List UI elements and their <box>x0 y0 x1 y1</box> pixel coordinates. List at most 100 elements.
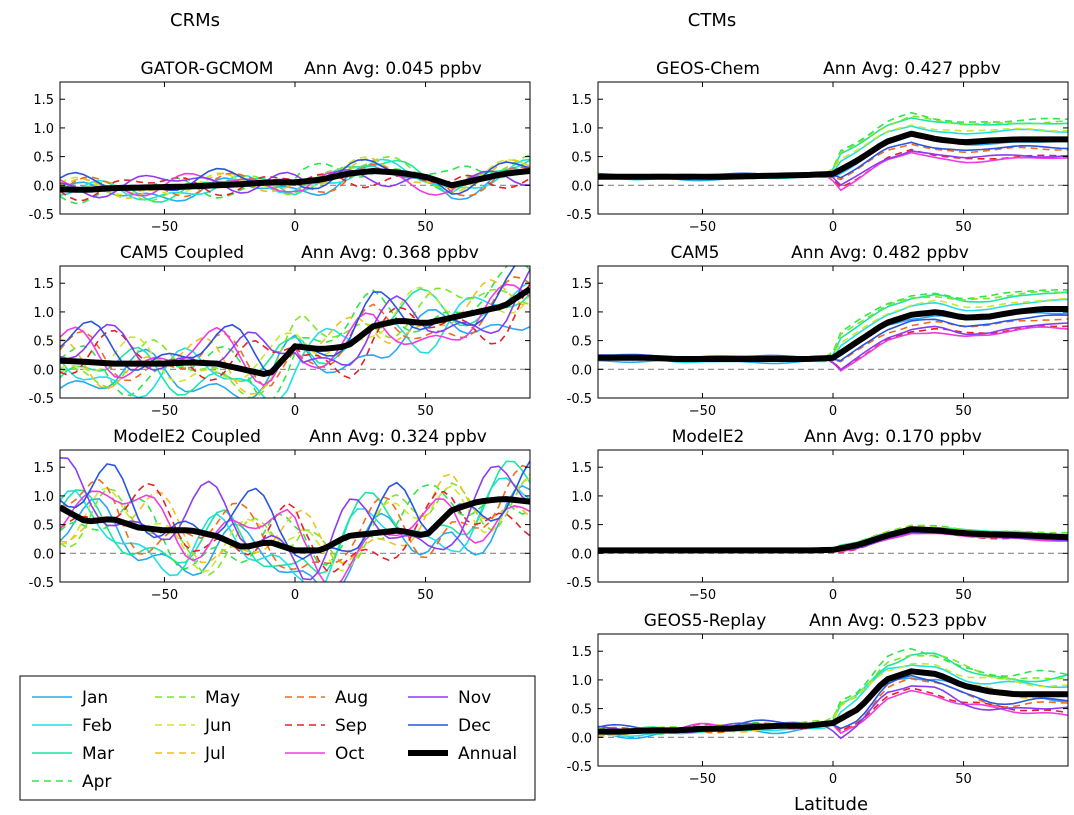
y-tick-label: -0.5 <box>29 392 54 407</box>
y-tick-label: -0.5 <box>29 208 54 223</box>
plot-frame <box>597 449 1069 583</box>
series-lines <box>598 647 1068 740</box>
legend-label-oct: Oct <box>335 744 365 764</box>
x-tick-label: 0 <box>291 220 299 235</box>
series-lines <box>60 154 530 205</box>
y-tick-label: 1.5 <box>571 93 592 108</box>
plot-frame <box>597 633 1069 767</box>
y-tick-label: 1.0 <box>33 122 54 137</box>
y-tick-label: -0.5 <box>567 208 592 223</box>
y-tick-label: 0.0 <box>571 363 592 378</box>
y-tick-label: 0.5 <box>33 519 54 534</box>
series-lines <box>60 266 530 398</box>
x-tick-label: 50 <box>955 588 972 603</box>
y-tick-label: -0.5 <box>567 760 592 775</box>
x-tick-label: −50 <box>689 772 716 787</box>
panel-cam5: CAM5 Ann Avg: 0.482 ppbv -0.5 0.0 0.5 1.0 1.5 −… <box>567 243 1069 419</box>
panel-cam5-coupled: CAM5 Coupled Ann Avg: 0.368 ppbv -0.5 0.0 0.… <box>29 243 531 419</box>
series-lines <box>60 457 530 582</box>
y-tick-label: 1.5 <box>571 277 592 292</box>
series-line-apr <box>60 484 530 570</box>
y-tick-label: 0.0 <box>571 179 592 194</box>
y-tick-label: 0.0 <box>571 547 592 562</box>
series-line-annual <box>598 130 1068 180</box>
legend-label-may: May <box>205 688 240 708</box>
x-tick-label: 0 <box>829 588 837 603</box>
series-line-may <box>598 654 1068 734</box>
legend-label-mar: Mar <box>82 744 114 764</box>
x-tick-label: 50 <box>955 220 972 235</box>
plot-frame <box>59 265 531 399</box>
series-line-may <box>598 290 1068 362</box>
series-lines <box>598 524 1068 554</box>
x-tick-label: 50 <box>417 404 434 419</box>
legend-label-nov: Nov <box>458 688 491 708</box>
legend-label-dec: Dec <box>458 716 491 736</box>
group-title-ctms: CTMs <box>688 10 736 31</box>
y-tick-label: 0.0 <box>33 547 54 562</box>
y-tick-label: 1.5 <box>33 277 54 292</box>
legend: Jan Feb Mar Apr May Jun Jul Aug Sep Oct Nov Dec Annu… <box>19 675 536 801</box>
y-tick-label: 1.0 <box>571 490 592 505</box>
series-line-apr <box>598 647 1068 735</box>
x-tick-label: 0 <box>829 772 837 787</box>
series-line-jul <box>598 670 1068 737</box>
legend-label-apr: Apr <box>82 772 111 792</box>
series-line-jul <box>60 279 530 396</box>
group-title-crms: CRMs <box>170 10 220 31</box>
legend-frame <box>19 675 536 801</box>
x-tick-label: 0 <box>829 220 837 235</box>
y-tick-label: -0.5 <box>29 576 54 591</box>
x-tick-label: −50 <box>689 404 716 419</box>
y-tick-label: -0.5 <box>567 392 592 407</box>
panel-title: ModelE2 <box>672 427 745 447</box>
annual-average-annotation: Ann Avg: 0.170 ppbv <box>804 427 982 447</box>
x-tick-label: 50 <box>417 220 434 235</box>
series-line-mar <box>60 159 530 203</box>
series-line-feb <box>60 477 530 582</box>
y-tick-label: 1.5 <box>33 93 54 108</box>
series-line-nov <box>598 322 1068 371</box>
series-line-sep <box>60 482 530 573</box>
annual-average-annotation: Ann Avg: 0.523 ppbv <box>809 611 987 631</box>
series-line-nov <box>60 457 530 581</box>
y-tick-label: 0.0 <box>33 179 54 194</box>
x-tick-label: 50 <box>417 588 434 603</box>
x-tick-label: −50 <box>151 404 178 419</box>
y-tick-label: 0.0 <box>33 363 54 378</box>
panel-geos5-replay: GEOS5-Replay Ann Avg: 0.523 ppbv -0.5 0.0 0.… <box>567 611 1069 787</box>
x-tick-label: −50 <box>689 588 716 603</box>
y-tick-label: 0.5 <box>571 335 592 350</box>
panel-gator-gcmom: GATOR-GCMOM Ann Avg: 0.045 ppbv -0.5 0.0 0.5… <box>29 59 531 235</box>
series-line-annual <box>60 286 530 377</box>
series-line-feb <box>60 281 530 398</box>
x-tick-label: 0 <box>291 588 299 603</box>
series-line-apr <box>60 266 530 398</box>
y-tick-label: 0.5 <box>33 335 54 350</box>
panel-title: GATOR-GCMOM <box>141 59 274 79</box>
legend-label-feb: Feb <box>82 716 112 736</box>
y-tick-label: 0.5 <box>571 151 592 166</box>
y-tick-label: 1.0 <box>571 674 592 689</box>
series-line-annual <box>598 668 1068 735</box>
x-tick-label: 0 <box>291 404 299 419</box>
y-tick-label: 1.0 <box>571 306 592 321</box>
series-line-may <box>60 287 530 398</box>
legend-label-sep: Sep <box>335 716 367 736</box>
x-tick-label: −50 <box>151 220 178 235</box>
series-line-aug <box>60 464 530 571</box>
legend-label-aug: Aug <box>335 688 368 708</box>
y-tick-label: 1.5 <box>571 461 592 476</box>
series-line-annual <box>598 306 1068 362</box>
annual-average-annotation: Ann Avg: 0.368 ppbv <box>301 243 479 263</box>
series-lines <box>598 288 1068 372</box>
annual-average-annotation: Ann Avg: 0.427 ppbv <box>823 59 1001 79</box>
panel-title: CAM5 Coupled <box>120 243 244 263</box>
x-axis-label: Latitude <box>794 794 868 815</box>
series-lines <box>598 111 1068 192</box>
legend-label-jul: Jul <box>204 744 226 764</box>
y-tick-label: 1.5 <box>571 645 592 660</box>
series-line-nov <box>60 269 530 372</box>
panel-title: GEOS-Chem <box>656 59 760 79</box>
